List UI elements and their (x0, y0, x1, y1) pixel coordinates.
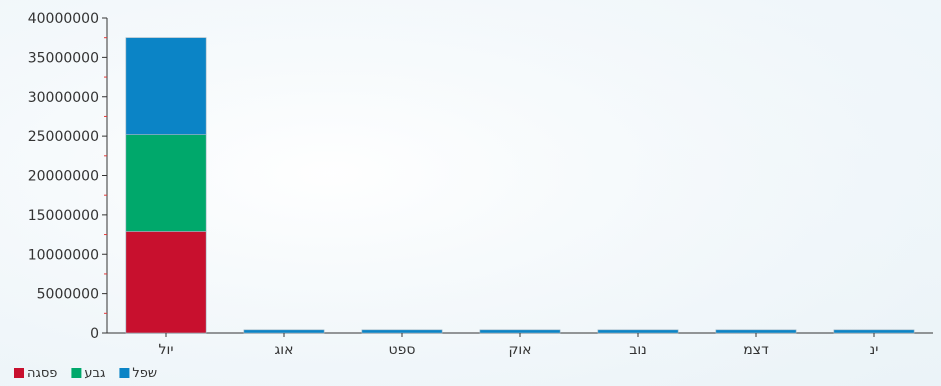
x-tick-label: יול (159, 342, 174, 358)
x-tick-label: אוג (275, 342, 294, 358)
bar-segment[interactable] (361, 329, 443, 334)
y-tick-label: 15000000 (28, 208, 99, 224)
bar-segment[interactable] (243, 329, 325, 334)
x-tick-label: ינ (870, 342, 879, 358)
bar-segment[interactable] (715, 329, 797, 334)
x-tick-label: אוק (508, 342, 531, 358)
bar-segment[interactable] (125, 37, 207, 135)
y-tick-label: 5000000 (37, 287, 99, 303)
bar-segment[interactable] (597, 329, 679, 334)
y-tick-label: 40000000 (28, 11, 99, 27)
legend: פסגה גבע שפל (14, 366, 157, 381)
x-tick-label: נוב (629, 342, 647, 358)
y-tick-label: 25000000 (28, 129, 99, 145)
y-tick-label: 30000000 (28, 90, 99, 106)
legend-swatch (119, 368, 130, 378)
legend-swatch (14, 368, 24, 378)
y-tick-label: 0 (90, 326, 99, 342)
legend-label: פסגה (27, 366, 57, 381)
legend-swatch (71, 368, 82, 378)
bar-segment[interactable] (833, 329, 915, 334)
y-tick-label: 35000000 (28, 50, 99, 66)
bars (125, 37, 915, 334)
y-tick-label: 20000000 (28, 169, 99, 185)
x-tick-label: ספט (389, 342, 416, 358)
y-tick-label: 10000000 (28, 247, 99, 263)
bar-segment[interactable] (479, 329, 561, 334)
bar-segment[interactable] (125, 231, 207, 334)
legend-label: גבע (84, 366, 105, 381)
bar-segment[interactable] (125, 134, 207, 232)
x-tick-label: דצמ (743, 342, 769, 358)
x-axis-labels: יול אוג ספט אוק נוב דצמ ינ (159, 333, 879, 358)
legend-label: שפל (132, 366, 157, 381)
